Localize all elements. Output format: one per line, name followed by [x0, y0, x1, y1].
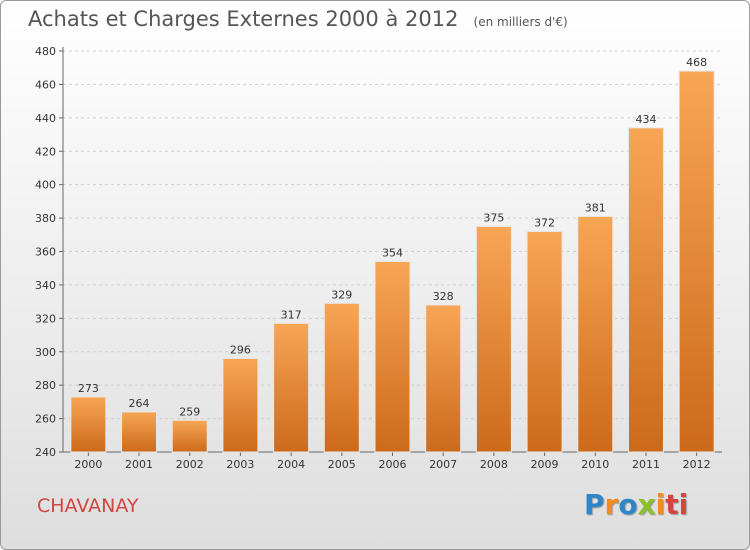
bar: [323, 302, 360, 453]
x-tick-label: 2007: [429, 458, 457, 471]
data-label: 329: [331, 288, 352, 301]
x-tick-label: 2006: [379, 458, 407, 471]
bar: [425, 304, 462, 453]
chart-title: Achats et Charges Externes 2000 à 2012: [28, 7, 459, 31]
y-tick-label: 420: [35, 145, 56, 158]
bar: [171, 419, 208, 453]
data-label: 375: [483, 211, 504, 224]
x-tick-label: 2004: [277, 458, 305, 471]
bar: [374, 261, 411, 453]
x-tick-label: 2005: [328, 458, 356, 471]
x-tick-label: 2001: [125, 458, 153, 471]
x-tick-label: 2012: [683, 458, 711, 471]
bar: [526, 230, 563, 453]
x-tick-label: 2009: [531, 458, 559, 471]
data-label: 296: [230, 343, 251, 356]
y-tick-label: 380: [35, 212, 56, 225]
data-labels: 273 264 259 296 317 329 354 328 375 372 381 434 468: [78, 56, 707, 418]
chart-title-block: Achats et Charges Externes 2000 à 2012 (…: [28, 7, 568, 31]
x-tick-label: 2000: [74, 458, 102, 471]
bar: [475, 225, 512, 453]
data-label: 468: [686, 56, 707, 69]
y-tick-label: 320: [35, 312, 56, 325]
x-tick-label: 2010: [581, 458, 609, 471]
x-tick-label: 2008: [480, 458, 508, 471]
data-label: 434: [635, 113, 656, 126]
data-label: 372: [534, 216, 555, 229]
x-tick-label: 2002: [176, 458, 204, 471]
y-tick-label: 260: [35, 413, 56, 426]
bar: [577, 215, 614, 453]
data-label: 264: [129, 397, 150, 410]
data-label: 273: [78, 382, 99, 395]
place-name: CHAVANAY: [37, 495, 139, 517]
y-tick-label: 340: [35, 279, 56, 292]
data-label: 381: [585, 201, 606, 214]
y-tick-label: 480: [35, 45, 56, 58]
y-tick-label: 300: [35, 346, 56, 359]
bar: [627, 127, 664, 453]
y-tick-label: 360: [35, 246, 56, 259]
x-tick-label: 2011: [632, 458, 660, 471]
bars: [70, 70, 715, 453]
y-tick-label: 280: [35, 379, 56, 392]
bar: [678, 70, 715, 453]
y-tick-label: 400: [35, 179, 56, 192]
bar: [70, 396, 107, 453]
x-tick-label: 2003: [226, 458, 254, 471]
y-tick-label: 240: [35, 446, 56, 459]
y-tick-label: 440: [35, 112, 56, 125]
bar: [222, 357, 259, 453]
data-label: 354: [382, 247, 403, 260]
data-label: 328: [433, 290, 454, 303]
bar: [121, 411, 158, 453]
y-tick-label: 460: [35, 78, 56, 91]
proxiti-logo: Proxiti: [584, 488, 689, 521]
bar: [273, 322, 310, 453]
data-label: 259: [179, 405, 200, 418]
chart-subtitle: (en milliers d'€): [473, 15, 568, 29]
data-label: 317: [281, 308, 302, 321]
